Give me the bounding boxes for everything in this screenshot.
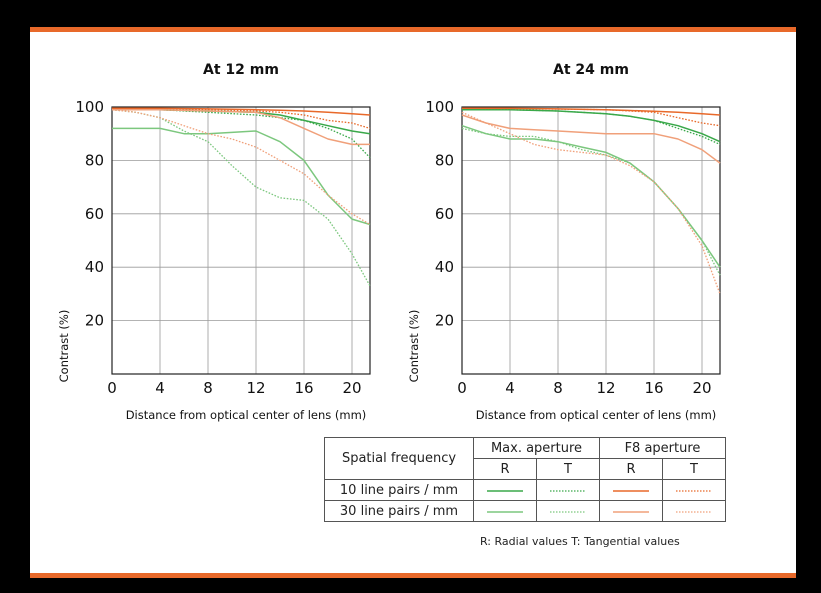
series-line-4 [111,107,371,130]
legend-max-r: R [473,458,537,480]
series-line-2 [462,109,721,145]
x-tick-label: 4 [505,379,515,397]
legend-note: R: Radial values T: Tangential values [480,535,680,548]
y-tick-label: 100 [425,98,454,116]
x-tick-label: 0 [457,379,467,397]
series-line-4 [461,107,721,127]
x-tick-label: 20 [692,379,711,397]
y-tick-label: 80 [435,151,454,169]
x-axis-label: Distance from optical center of lens (mm… [476,408,717,422]
series-line-3 [112,107,371,116]
plot-frame [111,106,371,375]
legend-f8-t: T [662,458,726,480]
legend-swatch-10-max-r [473,479,537,501]
legend-f8-r: R [599,458,663,480]
series-line-3 [462,107,721,116]
x-tick-label: 12 [246,379,265,397]
series-line-5 [112,127,371,226]
legend-header-frequency: Spatial frequency [324,437,474,480]
x-tick-label: 8 [553,379,563,397]
chart-2: At 24 mm 0 4 8 12 16 20 20 40 60 80 100 Distance fro… [407,62,721,422]
y-tick-label: 20 [435,312,454,330]
y-tick-label: 60 [85,205,104,223]
series-line-6 [461,127,721,276]
legend-row-30lp: 30 line pairs / mm [324,500,474,522]
chart-1: At 12 mm 0 4 8 12 16 20 20 40 60 80 100 Distance fro… [57,62,371,422]
x-tick-label: 16 [294,379,313,397]
y-tick-label: 60 [435,205,454,223]
legend-swatch-10-f8-r [599,479,663,501]
legend-swatch-30-f8-t [662,500,726,522]
legend-header-max-aperture: Max. aperture [473,437,600,459]
series-line-2 [112,109,371,159]
chart-title: At 24 mm [553,62,629,78]
series-line-7 [461,114,721,164]
y-tick-label: 40 [435,258,454,276]
plot-frame [461,106,721,375]
chart-title: At 12 mm [203,62,279,78]
y-axis-label: Contrast (%) [57,310,71,383]
legend-swatch-10-max-t [536,479,600,501]
y-axis-label: Contrast (%) [407,310,421,383]
x-tick-label: 16 [644,379,663,397]
y-tick-label: 100 [75,98,104,116]
series-line-5 [461,124,721,268]
legend-max-t: T [536,458,600,480]
legend-swatch-10-f8-t [662,479,726,501]
x-tick-label: 0 [107,379,117,397]
legend-swatch-30-max-t [536,500,600,522]
legend-swatch-30-max-r [473,500,537,522]
x-tick-label: 4 [155,379,165,397]
mtf-chart-panel: At 12 mm 0 4 8 12 16 20 20 40 60 80 100 Distance fro… [30,27,796,578]
series-line-8 [461,111,721,295]
x-axis-label: Distance from optical center of lens (mm… [126,408,367,422]
legend-header-f8-aperture: F8 aperture [599,437,726,459]
y-tick-label: 80 [85,151,104,169]
series-line-7 [112,108,370,146]
x-tick-label: 20 [342,379,361,397]
series-line-6 [111,109,371,287]
legend-swatch-30-f8-r [599,500,663,522]
x-tick-label: 8 [203,379,213,397]
y-tick-label: 40 [85,258,104,276]
y-tick-label: 20 [85,312,104,330]
legend-row-10lp: 10 line pairs / mm [324,479,474,501]
legend-table: Spatial frequency Max. aperture F8 apert… [324,437,726,522]
series-line-8 [111,109,371,226]
x-tick-label: 12 [596,379,615,397]
